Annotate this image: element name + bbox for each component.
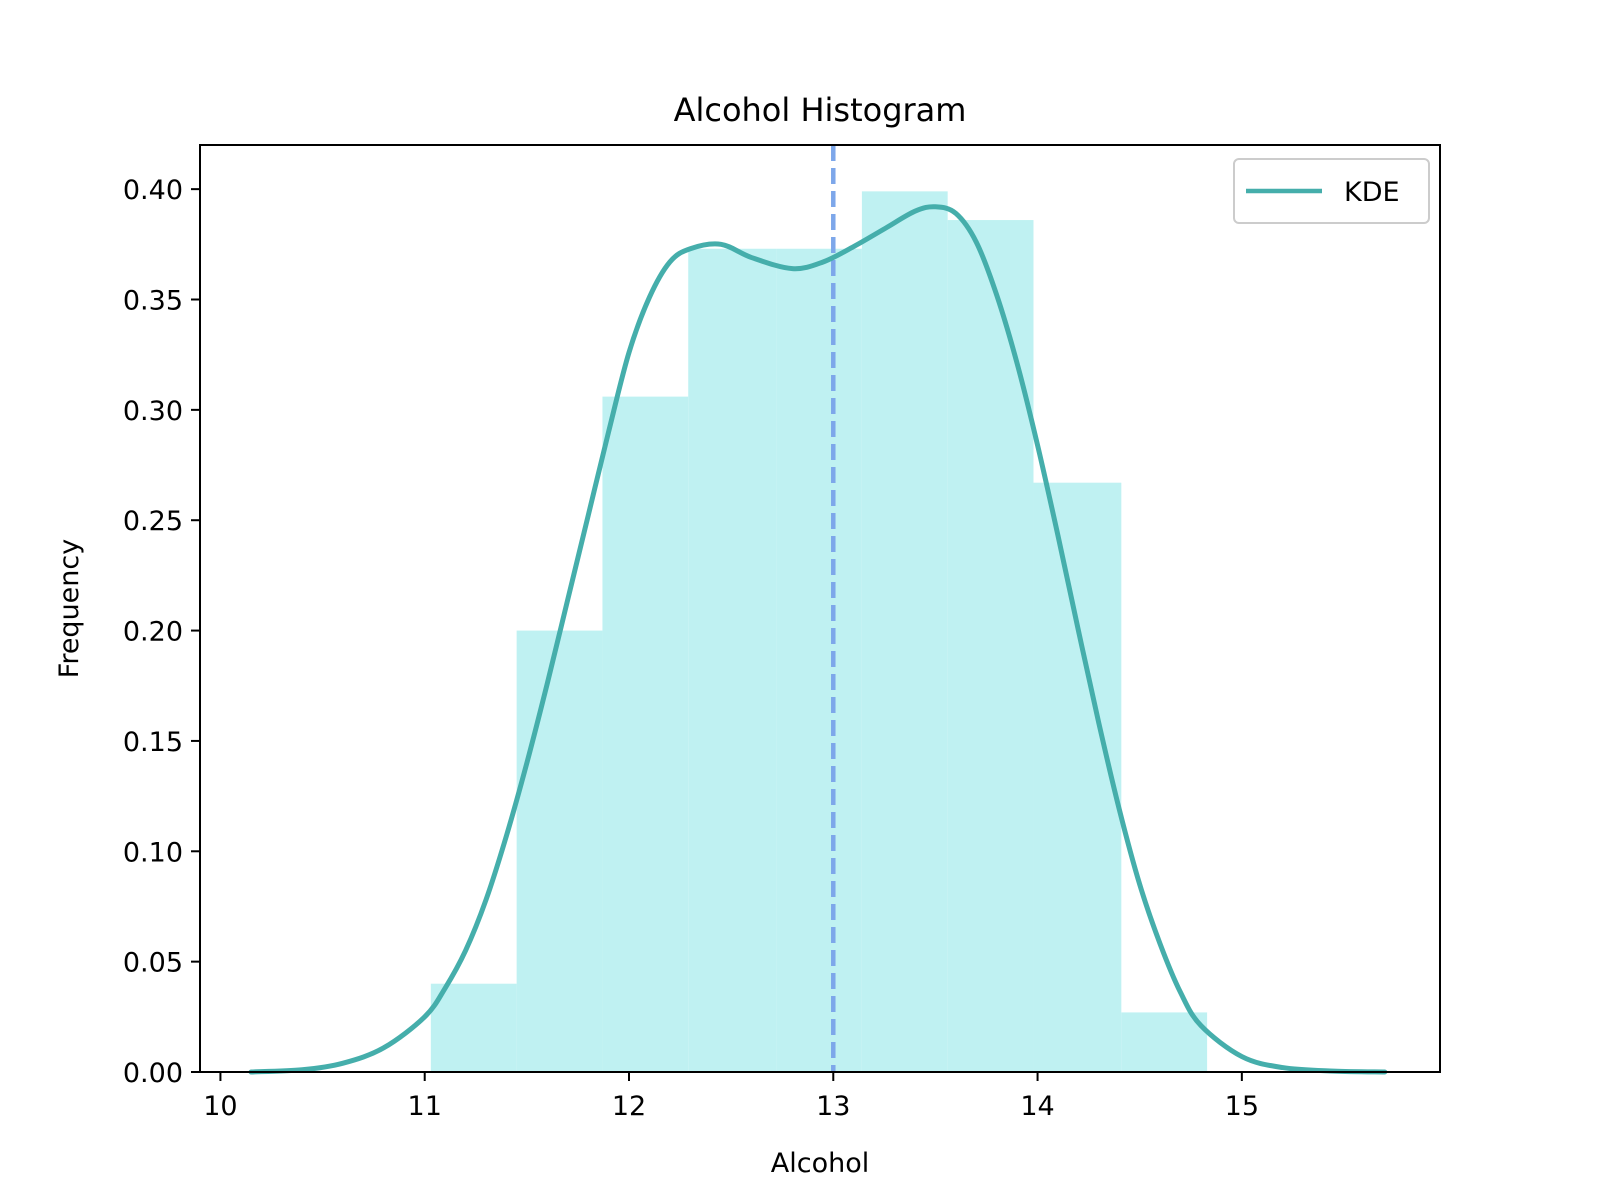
legend: KDE — [1233, 158, 1430, 224]
kde-curve — [248, 204, 1388, 1075]
plot-frame — [199, 144, 1441, 1073]
x-tick-label: 13 — [816, 1091, 850, 1122]
histogram-bar-5 — [861, 191, 948, 1073]
x-tick-label: 14 — [1020, 1091, 1054, 1122]
histogram-bar-6 — [947, 220, 1034, 1073]
kde-layer — [248, 204, 1388, 1075]
y-axis-label: Frequency — [54, 539, 85, 679]
histogram-bars — [430, 191, 1208, 1073]
legend-kde-label: KDE — [1344, 177, 1400, 208]
x-axis-label: Alcohol — [771, 1148, 869, 1179]
y-tick-label: 0.05 — [123, 948, 183, 979]
histogram-bar-3 — [688, 248, 777, 1072]
y-tick-label: 0.10 — [123, 837, 183, 868]
histogram-bar-4 — [776, 248, 862, 1072]
y-tick-label: 0.15 — [123, 727, 183, 758]
histogram-bar-7 — [1033, 482, 1122, 1072]
histogram-bar-8 — [1121, 1012, 1208, 1072]
y-tick-label: 0.30 — [123, 396, 183, 427]
x-tick-label: 11 — [408, 1091, 442, 1122]
histogram-bar-1 — [516, 630, 603, 1072]
legend-box — [1233, 158, 1430, 224]
y-tick-label: 0.40 — [123, 175, 183, 206]
x-tick-label: 12 — [612, 1091, 646, 1122]
y-axis-ticks: 0.00 0.05 0.10 0.15 0.20 0.25 0.30 0.35 0.40 — [123, 175, 200, 1089]
histogram-bar-0 — [430, 983, 517, 1072]
x-tick-label: 10 — [203, 1091, 237, 1122]
chart-title: Alcohol Histogram — [674, 91, 967, 129]
y-tick-label: 0.00 — [123, 1058, 183, 1089]
y-tick-label: 0.20 — [123, 617, 183, 648]
y-tick-label: 0.35 — [123, 286, 183, 317]
y-tick-label: 0.25 — [123, 506, 183, 537]
x-tick-label: 15 — [1225, 1091, 1259, 1122]
histogram-bar-2 — [602, 396, 689, 1073]
x-axis-ticks: 10 11 12 13 14 15 — [203, 1072, 1259, 1122]
